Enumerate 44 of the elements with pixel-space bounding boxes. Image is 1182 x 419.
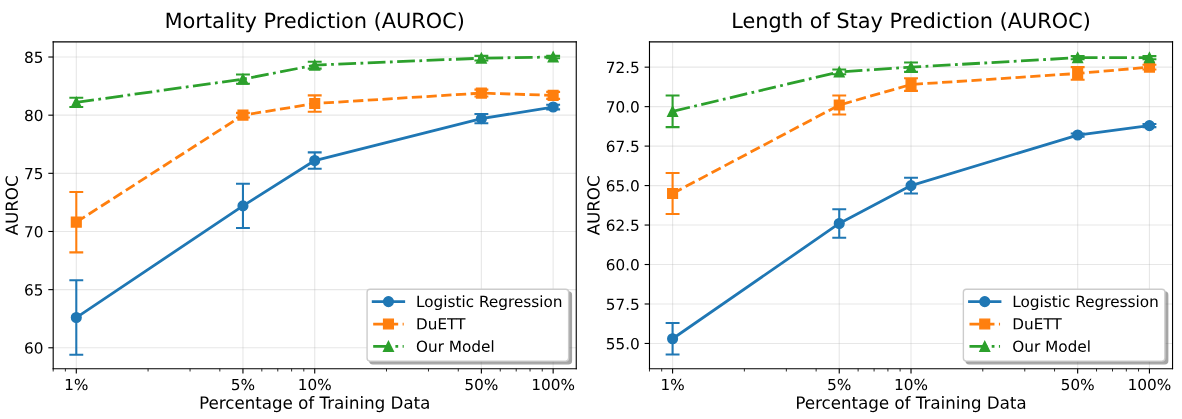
y-tick-label: 80: [25, 109, 43, 122]
y-tick-label: 75: [25, 167, 43, 180]
y-tick-label: 65: [25, 284, 43, 296]
y-tick-label: 62.5: [606, 219, 639, 232]
point: [667, 187, 679, 200]
point: [70, 311, 82, 324]
chart-title: Length of Stay Prediction (AUROC): [733, 12, 1090, 33]
x-tick-label: 10%: [895, 378, 928, 391]
legend-label: Logistic Regression: [1013, 295, 1158, 311]
y-tick-label: 72.5: [607, 61, 639, 74]
y-tick-label: 60.0: [606, 258, 639, 271]
x-tick-label: 100%: [1129, 378, 1171, 391]
y-tick-label: 57.5: [606, 298, 639, 311]
point: [905, 180, 917, 192]
y-tick-label: 70: [25, 225, 43, 238]
legend-label: Our Model: [1013, 340, 1090, 353]
y-tick-label: 55.0: [606, 337, 639, 350]
point: [70, 216, 82, 228]
x-axis-title: Percentage of Training Data: [200, 396, 429, 413]
x-tick-label: 1%: [65, 378, 88, 391]
x-tick-label: 1%: [662, 378, 684, 391]
point: [667, 333, 679, 345]
point: [1143, 120, 1155, 132]
legend-label: DuETT: [1013, 318, 1062, 330]
x-axis-title: Percentage of Training Data: [797, 396, 1026, 413]
chart-title: Mortality Prediction (AUROC): [166, 12, 464, 33]
y-tick-label: 65.0: [606, 180, 639, 192]
x-tick-label: 5%: [232, 378, 255, 391]
x-tick-label: 10%: [299, 378, 331, 391]
y-tick-label: 70.0: [607, 101, 639, 113]
y-tick-label: 60: [25, 342, 43, 354]
y-tick-label: 85: [25, 51, 43, 64]
x-tick-label: 100%: [532, 378, 575, 391]
point: [547, 101, 559, 113]
x-tick-label: 5%: [828, 378, 851, 391]
legend-label: DuETT: [417, 318, 466, 330]
legend-label: Our Model: [416, 340, 494, 353]
point: [667, 105, 679, 117]
y-axis-title: AUROC: [587, 176, 600, 236]
y-tick-label: 67.5: [606, 140, 639, 153]
y-axis-title: AUROC: [5, 176, 19, 236]
x-tick-label: 50%: [465, 378, 498, 391]
x-tick-label: 50%: [1061, 378, 1094, 391]
legend-label: Logistic Regression: [417, 295, 562, 311]
